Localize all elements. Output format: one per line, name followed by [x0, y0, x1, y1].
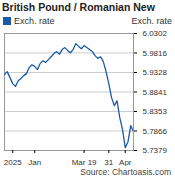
svg-text:5.8353: 5.8353	[143, 107, 168, 116]
svg-text:Apr: Apr	[119, 158, 132, 166]
svg-text:2025: 2025	[4, 158, 22, 166]
html-text:Exch. rate: Exch. rate	[14, 15, 55, 26]
svg-text:Mar 19: Mar 19	[72, 158, 97, 166]
svg-text:5.8841: 5.8841	[143, 88, 168, 97]
svg-text:Jan: Jan	[28, 158, 41, 166]
svg-text:5.9328: 5.9328	[143, 68, 168, 77]
svg-text:5.7379: 5.7379	[143, 146, 168, 155]
html-text:Exch. rate: Exch. rate	[131, 15, 172, 26]
html-text:Source: Chartoasis.com: Source: Chartoasis.com	[80, 167, 171, 177]
html-text:British Pound / Romanian New: British Pound / Romanian New	[2, 1, 155, 13]
svg-text:5.9816: 5.9816	[143, 49, 168, 58]
svg-text:5.7866: 5.7866	[143, 127, 168, 136]
svg-text:6.0302: 6.0302	[143, 29, 168, 38]
svg-text:31: 31	[104, 158, 113, 166]
